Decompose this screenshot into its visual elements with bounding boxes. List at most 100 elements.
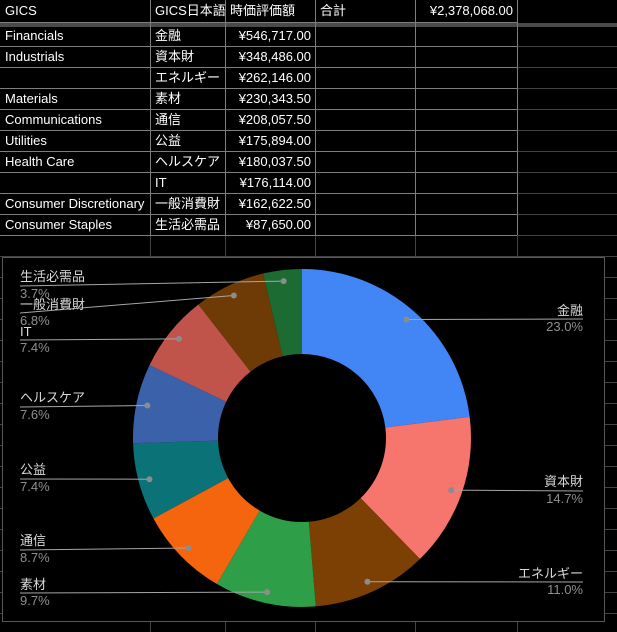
cell-gics[interactable]: Consumer Staples bbox=[5, 217, 112, 232]
leader-dot bbox=[364, 578, 371, 585]
cell-gics-ja[interactable]: 素材 bbox=[155, 91, 182, 106]
slice-percent: 7.4% bbox=[20, 479, 50, 494]
gridline bbox=[0, 193, 517, 194]
cell-gics-ja[interactable]: 公益 bbox=[155, 133, 182, 148]
gridline bbox=[0, 23, 617, 27]
slice-label: IT bbox=[20, 324, 32, 339]
slice-percent: 7.6% bbox=[20, 407, 50, 422]
cell-gics-ja[interactable]: 生活必需品 bbox=[155, 217, 221, 232]
slice-percent: 6.8% bbox=[20, 313, 50, 328]
header-cell-total-label[interactable]: 合計 bbox=[320, 3, 347, 18]
cell-gics[interactable]: Health Care bbox=[5, 154, 75, 169]
gridline bbox=[0, 130, 517, 131]
header-cell-gics[interactable]: GICS bbox=[5, 3, 37, 18]
cell-gics[interactable]: Materials bbox=[5, 91, 58, 106]
cell-gics[interactable]: Consumer Discretionary bbox=[5, 196, 145, 211]
leader-dot bbox=[448, 487, 455, 494]
table-row: Utilities 公益 ¥175,894.00 bbox=[0, 130, 517, 151]
cell-market-value[interactable]: ¥262,146.00 bbox=[238, 70, 311, 85]
gridline bbox=[0, 22, 517, 23]
cell-gics[interactable]: Communications bbox=[5, 112, 102, 127]
chart-slice-3[interactable] bbox=[216, 510, 316, 607]
cell-gics-ja[interactable]: 一般消費財 bbox=[155, 196, 221, 211]
slice-percent: 11.0% bbox=[547, 582, 583, 597]
leader-dot bbox=[403, 316, 410, 323]
cell-market-value[interactable]: ¥87,650.00 bbox=[245, 217, 311, 232]
cell-market-value[interactable]: ¥175,894.00 bbox=[238, 133, 311, 148]
slice-percent: 3.7% bbox=[20, 286, 50, 301]
gridline bbox=[0, 256, 617, 257]
cell-market-value[interactable]: ¥180,037.50 bbox=[238, 154, 311, 169]
header-cell-gics-ja[interactable]: GICS日本語 bbox=[155, 3, 226, 18]
slice-label: 通信 bbox=[20, 533, 46, 548]
table-row: Health Care ヘルスケア ¥180,037.50 bbox=[0, 151, 517, 172]
slice-label: 生活必需品 bbox=[20, 269, 85, 284]
gridline bbox=[415, 0, 416, 235]
slice-percent: 23.0% bbox=[546, 319, 583, 334]
chart-slice-6[interactable] bbox=[133, 365, 227, 444]
chart-slice-9[interactable] bbox=[263, 269, 302, 357]
slice-percent: 8.7% bbox=[20, 550, 50, 565]
cell-market-value[interactable]: ¥176,114.00 bbox=[239, 175, 311, 190]
leader-line bbox=[19, 547, 189, 551]
slice-percent: 7.4% bbox=[20, 340, 50, 355]
leader-line bbox=[19, 294, 234, 314]
slice-label: 公益 bbox=[20, 462, 46, 477]
cell-gics-ja[interactable]: 資本財 bbox=[155, 49, 195, 64]
gridline bbox=[150, 0, 151, 235]
chart-slice-7[interactable] bbox=[149, 304, 251, 402]
gridline bbox=[0, 109, 517, 110]
leader-line bbox=[19, 591, 268, 594]
chart-slice-5[interactable] bbox=[133, 440, 229, 519]
leader-line bbox=[19, 404, 148, 408]
cell-market-value[interactable]: ¥162,622.50 bbox=[238, 196, 311, 211]
slice-percent: 14.7% bbox=[546, 491, 583, 506]
slice-label: ヘルスケア bbox=[20, 390, 85, 405]
table-row: Materials 素材 ¥230,343.50 bbox=[0, 88, 517, 109]
cell-market-value[interactable]: ¥546,717.00 bbox=[238, 28, 311, 43]
gridline bbox=[0, 46, 517, 47]
leader-line bbox=[19, 338, 180, 341]
gridline bbox=[0, 151, 517, 152]
leader-dot bbox=[185, 544, 192, 551]
slice-label: 一般消費財 bbox=[20, 297, 85, 312]
chart-slice-4[interactable] bbox=[153, 478, 260, 585]
leader-dot bbox=[230, 292, 237, 299]
chart-slice-2[interactable] bbox=[308, 498, 420, 607]
chart-slice-8[interactable] bbox=[198, 273, 283, 372]
total-value-cell[interactable]: ¥2,378,068.00 bbox=[429, 3, 513, 18]
leader-dot bbox=[146, 476, 153, 483]
chart-slice-0[interactable] bbox=[302, 269, 470, 428]
header-cell-market-value[interactable]: 時価評価額 bbox=[230, 3, 296, 18]
leader-dot bbox=[280, 278, 287, 285]
chart-slice-1[interactable] bbox=[360, 416, 472, 559]
gridline bbox=[0, 214, 517, 215]
gridline bbox=[0, 235, 517, 236]
cell-market-value[interactable]: ¥348,486.00 bbox=[238, 49, 311, 64]
leader-dot bbox=[176, 335, 183, 342]
cell-gics-ja[interactable]: エネルギー bbox=[155, 70, 221, 85]
table-row: Consumer Staples 生活必需品 ¥87,650.00 bbox=[0, 214, 517, 235]
cell-market-value[interactable]: ¥208,057.50 bbox=[238, 112, 311, 127]
slice-label: エネルギー bbox=[518, 566, 583, 581]
table-row: Communications 通信 ¥208,057.50 bbox=[0, 109, 517, 130]
gridline bbox=[225, 0, 226, 235]
cell-gics-ja[interactable]: 金融 bbox=[155, 28, 182, 43]
cell-gics[interactable]: Utilities bbox=[5, 133, 47, 148]
cell-market-value[interactable]: ¥230,343.50 bbox=[238, 91, 311, 106]
cell-gics-ja[interactable]: ヘルスケア bbox=[155, 154, 221, 169]
cell-gics-ja[interactable]: 通信 bbox=[155, 112, 182, 127]
gridline bbox=[0, 88, 517, 89]
gridline bbox=[517, 0, 518, 235]
gridline bbox=[0, 67, 517, 68]
cell-gics[interactable]: Financials bbox=[5, 28, 64, 43]
table-row: Industrials 資本財 ¥348,486.00 bbox=[0, 46, 517, 67]
table-row: Financials 金融 ¥546,717.00 bbox=[0, 25, 517, 46]
leader-dot bbox=[264, 589, 271, 596]
cell-gics[interactable]: Industrials bbox=[5, 49, 65, 64]
cell-gics-ja[interactable]: IT bbox=[155, 175, 167, 190]
slice-label: 素材 bbox=[20, 577, 46, 592]
